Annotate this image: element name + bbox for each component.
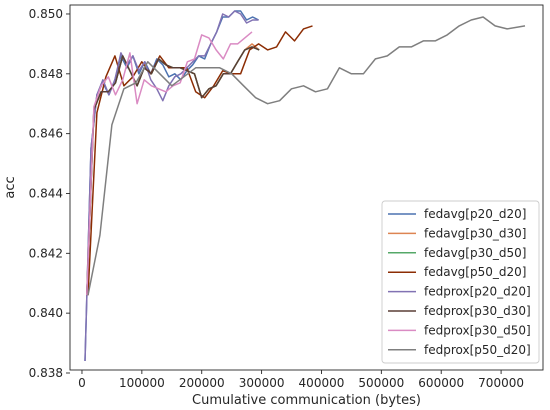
x-tick-label: 400000 [299,376,345,390]
series-line-fedprox-p20-d20 [84,10,259,362]
x-axis-label: Cumulative communication (bytes) [192,393,421,408]
x-tick-label: 600000 [418,376,464,390]
x-tick-label: 700000 [478,376,524,390]
y-tick-label: 0.844 [29,186,63,200]
legend-entry: fedprox[p30_d50] [424,323,531,337]
legend: fedavg[p20_d20] fedavg[p30_d30] fedavg[p30… [381,200,540,364]
y-axis: 0.838 0.840 0.842 0.844 0.846 0.848 0.850 [29,7,70,380]
y-tick-label: 0.850 [29,7,63,21]
legend-entry: fedprox[p50_d20] [424,343,531,357]
series-line-fedprox-p30-d50 [86,31,253,296]
y-tick-label: 0.838 [29,366,63,380]
x-tick-label: 200000 [179,376,225,390]
y-tick-label: 0.846 [29,127,63,141]
y-tick-label: 0.842 [29,246,63,260]
series-line-fedavg-p30-d30 [86,43,260,296]
x-tick-label: 500000 [358,376,404,390]
y-axis-label: acc [3,176,18,198]
legend-entry: fedavg[p20_d20] [424,207,526,221]
legend-entry: fedavg[p30_d50] [424,246,526,260]
plot-lines [84,10,526,362]
y-tick-label: 0.840 [29,306,63,320]
legend-entry: fedavg[p30_d30] [424,226,526,240]
x-tick-label: 0 [78,376,86,390]
y-tick-label: 0.848 [29,67,63,81]
legend-entry: fedprox[p20_d20] [424,285,531,299]
x-tick-label: 300000 [239,376,285,390]
legend-entry: fedavg[p50_d20] [424,265,526,279]
x-axis: 0 100000 200000 300000 400000 500000 600000 700… [78,370,524,390]
series-line-fedavg-p50-d20 [87,25,313,296]
legend-box [381,200,540,364]
plot-frame [69,4,544,371]
legend-entry: fedprox[p30_d30] [424,304,531,318]
x-tick-label: 100000 [119,376,165,390]
series-line-fedprox-p50-d20 [87,16,526,296]
